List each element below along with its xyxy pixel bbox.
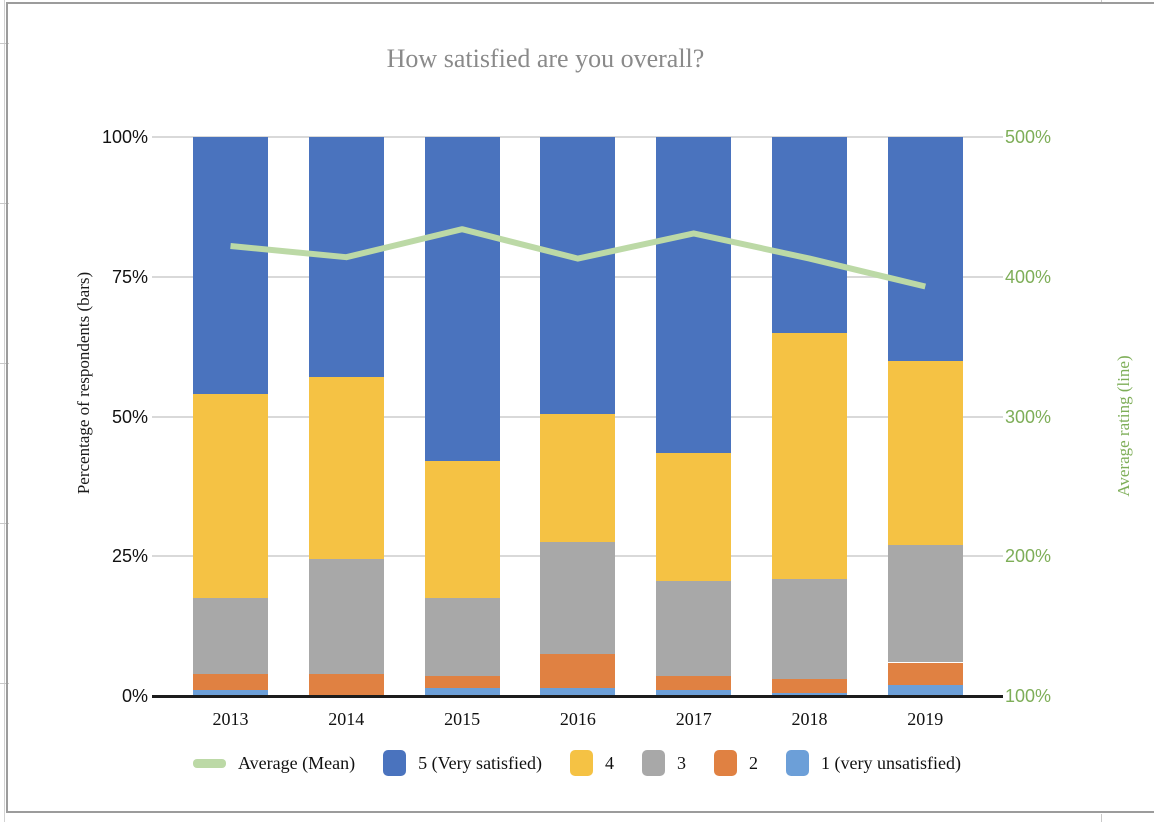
left-axis-tick-label: 0% [121,686,148,706]
legend-item-label: 3 [677,752,687,773]
legend-item[interactable]: Average (Mean) [192,752,356,774]
legend-item[interactable]: 2 [714,750,758,776]
bar-segment-2016-2[interactable] [540,654,616,688]
legend-item-label: 4 [605,752,615,773]
x-axis-line [152,694,1003,698]
legend-color-swatch [642,750,666,776]
spreadsheet-column-tick [1101,0,1102,3]
spreadsheet-row-tick [0,683,9,684]
legend-item-label: 1 (very unsatisfied) [821,752,962,773]
legend-color-swatch [570,750,594,776]
legend-item-label: Average (Mean) [237,752,356,773]
legend-item-label: 2 [749,752,759,773]
bar-segment-2014-4[interactable] [308,377,384,560]
bar-segment-2017-4[interactable] [656,452,732,582]
x-axis-category-label: 2015 [444,709,481,729]
bar-segment-2017-2[interactable] [656,676,732,691]
chart-legend: Average (Mean) 5 (Very satisfied) 4 3 2 1 (ve… [0,746,1154,780]
bar-segment-2018-4[interactable] [772,332,847,579]
spreadsheet-row-tick [0,203,9,204]
legend-item[interactable]: 1 (very unsatisfied) [786,750,961,776]
right-axis-tick-label: 100% [1005,686,1052,706]
right-axis-tick-label: 200% [1005,546,1052,567]
legend-item[interactable]: 3 [642,750,686,776]
spreadsheet-row-tick [0,43,9,44]
x-axis-category-label: 2018 [791,709,828,729]
legend-item-label: 5 (Very satisfied) [418,752,543,773]
bar-segment-2017-5[interactable] [656,137,732,453]
spreadsheet-column-tick [1101,814,1102,822]
chart-frame[interactable] [6,2,1154,813]
bar-segment-2014-5[interactable] [308,137,384,378]
bar-segment-2014-2[interactable] [308,673,384,696]
left-axis-tick-label: 75% [111,266,148,287]
bar-segment-2016-4[interactable] [540,413,616,543]
bar-segment-2015-2[interactable] [424,676,500,688]
bar-segment-2016-5[interactable] [540,137,616,414]
left-axis-tick-label: 100% [101,127,148,147]
bar-segment-2015-5[interactable] [424,137,500,462]
bar-segment-2013-1[interactable] [193,690,268,696]
x-axis-category-label: 2017 [675,709,712,729]
bar-segment-2013-3[interactable] [193,598,268,674]
x-axis-category-label: 2014 [328,709,365,729]
bar-segment-2015-3[interactable] [424,598,500,677]
bar-segment-2013-2[interactable] [193,673,268,691]
bar-segment-2015-1[interactable] [424,687,500,696]
legend-item[interactable]: 4 [570,750,614,776]
left-axis-title: Percentage of respondents (bars) [74,271,93,495]
bar-segment-2019-2[interactable] [887,662,963,685]
spreadsheet-gridline [4,0,5,822]
left-axis-tick-label: 25% [111,546,148,567]
spreadsheet-row-tick [0,523,9,524]
bar-segment-2018-2[interactable] [772,679,847,694]
left-axis-tick-label: 50% [111,406,148,427]
bar-segment-2016-1[interactable] [540,687,616,696]
legend-line-swatch [192,758,226,768]
bar-segment-2017-1[interactable] [656,690,732,696]
bar-segment-2016-3[interactable] [540,542,616,655]
bar-segment-2015-4[interactable] [424,461,500,599]
bar-segment-2014-3[interactable] [308,559,384,674]
spreadsheet-row-tick [0,363,9,364]
legend-color-swatch [383,750,407,776]
bar-segment-2018-5[interactable] [772,137,847,333]
bar-segment-2018-3[interactable] [772,578,847,680]
bar-segment-2019-1[interactable] [887,684,963,696]
bar-segment-2013-4[interactable] [193,394,268,599]
legend-item[interactable]: 5 (Very satisfied) [383,750,542,776]
chart-title: How satisfied are you overall? [386,44,705,73]
legend-color-swatch [714,750,738,776]
legend-color-swatch [786,750,810,776]
x-axis-category-label: 2016 [559,709,596,729]
x-axis-category-label: 2013 [212,709,249,729]
right-axis-tick-label: 300% [1005,406,1052,427]
right-axis-tick-label: 500% [1005,127,1052,147]
bar-segment-2019-3[interactable] [887,545,963,663]
bar-segment-2013-5[interactable] [193,137,268,395]
bar-segment-2017-3[interactable] [656,581,732,677]
right-axis-tick-label: 400% [1005,266,1052,287]
x-axis-category-label: 2019 [907,709,944,729]
bar-segment-2019-5[interactable] [887,137,963,361]
right-axis-title: Average rating (line) [1114,355,1133,497]
bar-segment-2019-4[interactable] [887,360,963,546]
